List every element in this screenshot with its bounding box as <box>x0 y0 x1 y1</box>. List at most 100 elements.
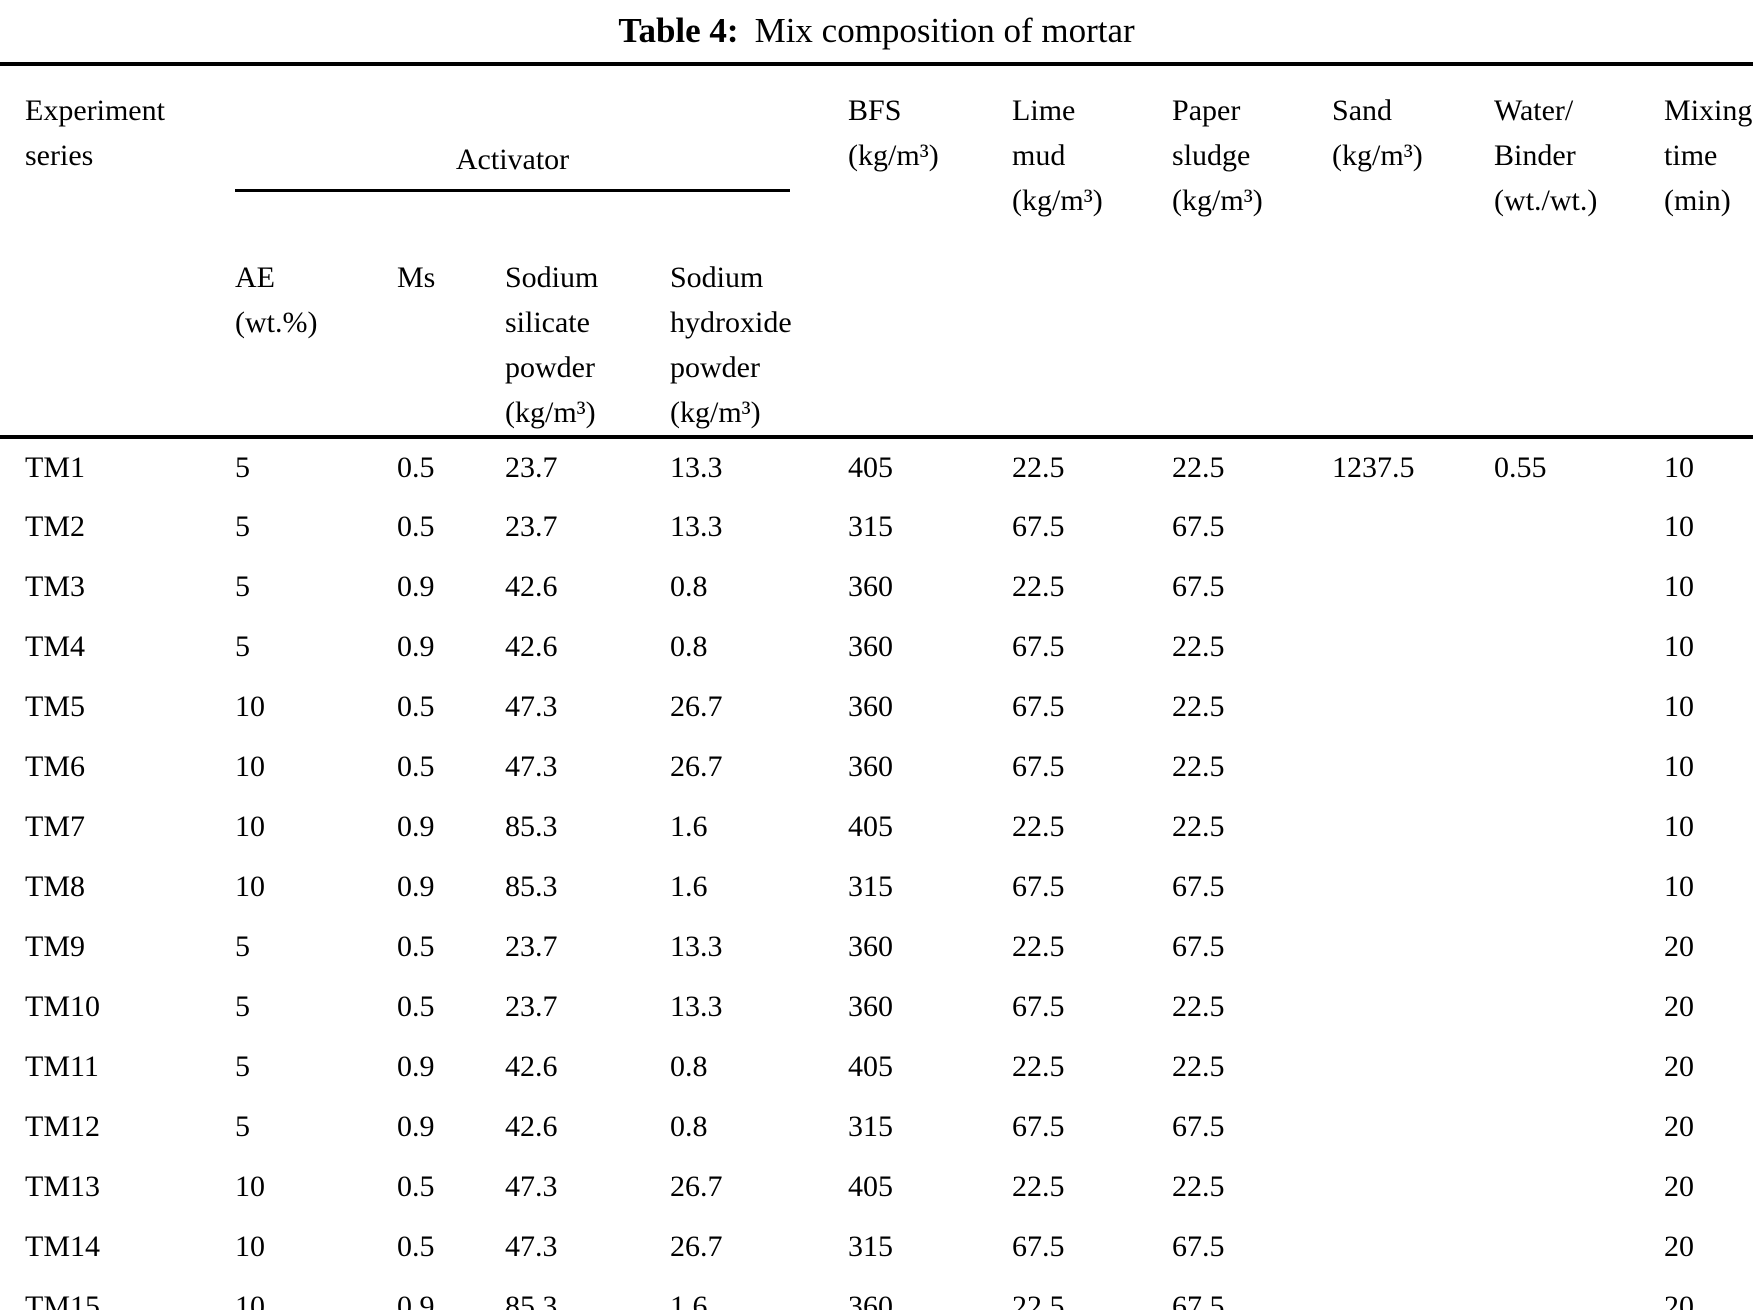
cell-series: TM7 <box>25 810 85 843</box>
cell-sand <box>1332 677 1494 737</box>
cell-bfs: 315 <box>848 1230 894 1263</box>
cell-lime-mud: 22.5 <box>1012 1290 1065 1310</box>
cell-mixing-time: 10 <box>1664 690 1695 723</box>
cell-mixing-time: 20 <box>1664 930 1695 963</box>
cell-sodium-silicate: 47.3 <box>505 690 558 723</box>
col-header-ae: AE (wt.%) <box>235 261 318 339</box>
cell-ae: 5 <box>235 930 250 963</box>
cell-sodium-silicate: 85.3 <box>505 1290 558 1310</box>
cell-lime-mud: 22.5 <box>1012 930 1065 963</box>
cell-mixing-time: 20 <box>1664 1050 1695 1083</box>
table-row: TM4 5 0.9 42.6 0.8 360 67.5 22.5 10 <box>0 617 1753 677</box>
cell-sodium-silicate: 42.6 <box>505 1050 558 1083</box>
cell-water-binder <box>1494 617 1664 677</box>
col-header-paper-sludge: Paper sludge (kg/m³) <box>1172 94 1263 217</box>
cell-ms: 0.5 <box>397 750 435 783</box>
cell-paper-sludge: 67.5 <box>1172 870 1225 903</box>
cell-sand <box>1332 857 1494 917</box>
table-row: TM9 5 0.5 23.7 13.3 360 22.5 67.5 20 <box>0 917 1753 977</box>
cell-sodium-hydroxide: 13.3 <box>670 930 723 963</box>
table-row: TM15 10 0.9 85.3 1.6 360 22.5 67.5 20 <box>0 1277 1753 1310</box>
table-row: TM8 10 0.9 85.3 1.6 315 67.5 67.5 10 <box>0 857 1753 917</box>
cell-sand <box>1332 617 1494 677</box>
cell-bfs: 360 <box>848 570 894 603</box>
cell-sodium-silicate: 23.7 <box>505 435 670 497</box>
col-header-mixing-time: Mixing time (min) <box>1664 94 1753 217</box>
cell-water-binder <box>1494 497 1664 557</box>
cell-lime-mud: 67.5 <box>1012 1230 1065 1263</box>
table-row: TM13 10 0.5 47.3 26.7 405 22.5 22.5 20 <box>0 1157 1753 1217</box>
cell-sand: 1237.5 <box>1332 435 1495 497</box>
cell-mixing-time: 10 <box>1664 630 1695 663</box>
cell-sodium-hydroxide: 1.6 <box>670 870 708 903</box>
col-header-sodium-silicate: Sodium silicate powder (kg/m³) <box>505 261 599 429</box>
table-caption-text: Mix composition of mortar <box>754 11 1135 50</box>
table-row: TM1 5 0.5 23.7 13.3 405 22.5 22.5 1237.5 0.55 10 <box>0 435 1753 497</box>
cell-lime-mud: 67.5 <box>1012 510 1065 543</box>
cell-ms: 0.5 <box>397 690 435 723</box>
cell-water-binder <box>1494 1157 1664 1217</box>
cell-mixing-time: 10 <box>1664 750 1695 783</box>
cell-sodium-hydroxide: 26.7 <box>670 1170 723 1203</box>
cell-mixing-time: 10 <box>1664 570 1695 603</box>
cell-ms: 0.9 <box>397 630 435 663</box>
cell-sodium-hydroxide: 26.7 <box>670 690 723 723</box>
cell-sand <box>1332 1277 1494 1310</box>
col-group-activator: Activator <box>235 64 848 237</box>
cell-mixing-time: 20 <box>1664 1290 1695 1310</box>
cell-ae: 5 <box>235 1050 250 1083</box>
cell-water-binder <box>1494 1277 1664 1310</box>
table-row: TM5 10 0.5 47.3 26.7 360 67.5 22.5 10 <box>0 677 1753 737</box>
cell-lime-mud: 67.5 <box>1012 690 1065 723</box>
cell-bfs: 315 <box>848 1110 894 1143</box>
cell-paper-sludge: 67.5 <box>1172 510 1225 543</box>
cell-ms: 0.9 <box>397 870 435 903</box>
cell-paper-sludge: 22.5 <box>1172 990 1225 1023</box>
cell-sand <box>1332 1037 1494 1097</box>
cell-sand <box>1332 917 1494 977</box>
cell-sodium-hydroxide: 26.7 <box>670 750 723 783</box>
cell-sodium-hydroxide: 13.3 <box>670 510 723 543</box>
cell-ms: 0.5 <box>397 930 435 963</box>
cell-bfs: 360 <box>848 930 894 963</box>
cell-sand <box>1332 557 1494 617</box>
cell-ms: 0.5 <box>397 435 505 497</box>
cell-series: TM4 <box>25 630 85 663</box>
cell-sodium-silicate: 85.3 <box>505 870 558 903</box>
table-header: Experiment series Activator BFS (kg/m³) … <box>0 64 1753 437</box>
cell-paper-sludge: 22.5 <box>1172 630 1225 663</box>
cell-series: TM6 <box>25 750 85 783</box>
cell-lime-mud: 67.5 <box>1012 750 1065 783</box>
cell-paper-sludge: 67.5 <box>1172 570 1225 603</box>
cell-series: TM11 <box>25 1050 99 1083</box>
cell-bfs: 405 <box>848 435 1013 497</box>
cell-sodium-silicate: 47.3 <box>505 1170 558 1203</box>
cell-ms: 0.5 <box>397 1170 435 1203</box>
cell-bfs: 405 <box>848 1170 894 1203</box>
cell-sand <box>1332 1157 1494 1217</box>
cell-lime-mud: 22.5 <box>1012 1050 1065 1083</box>
col-header-sodium-hydroxide: Sodium hydroxide powder (kg/m³) <box>670 261 792 429</box>
col-header-lime-mud: Lime mud (kg/m³) <box>1012 94 1103 217</box>
cell-mixing-time: 10 <box>1664 435 1753 497</box>
cell-series: TM1 <box>0 435 235 497</box>
cell-ae: 10 <box>235 1230 265 1263</box>
cell-paper-sludge: 22.5 <box>1172 1050 1225 1083</box>
cell-sodium-silicate: 47.3 <box>505 1230 558 1263</box>
cell-sand <box>1332 977 1494 1037</box>
cell-paper-sludge: 67.5 <box>1172 1110 1225 1143</box>
col-header-ms: Ms <box>397 261 436 294</box>
cell-sodium-hydroxide: 0.8 <box>670 1110 708 1143</box>
cell-series: TM13 <box>25 1170 100 1203</box>
cell-lime-mud: 67.5 <box>1012 1110 1065 1143</box>
cell-water-binder <box>1494 1217 1664 1277</box>
table-body: TM1 5 0.5 23.7 13.3 405 22.5 22.5 1237.5 0.55 10 T… <box>0 435 1753 1310</box>
cell-mixing-time: 20 <box>1664 1170 1695 1203</box>
cell-bfs: 360 <box>848 990 894 1023</box>
cell-water-binder <box>1494 917 1664 977</box>
cell-paper-sludge: 67.5 <box>1172 930 1225 963</box>
cell-sodium-silicate: 23.7 <box>505 510 558 543</box>
cell-paper-sludge: 22.5 <box>1172 750 1225 783</box>
cell-sodium-silicate: 42.6 <box>505 1110 558 1143</box>
cell-lime-mud: 22.5 <box>1012 810 1065 843</box>
